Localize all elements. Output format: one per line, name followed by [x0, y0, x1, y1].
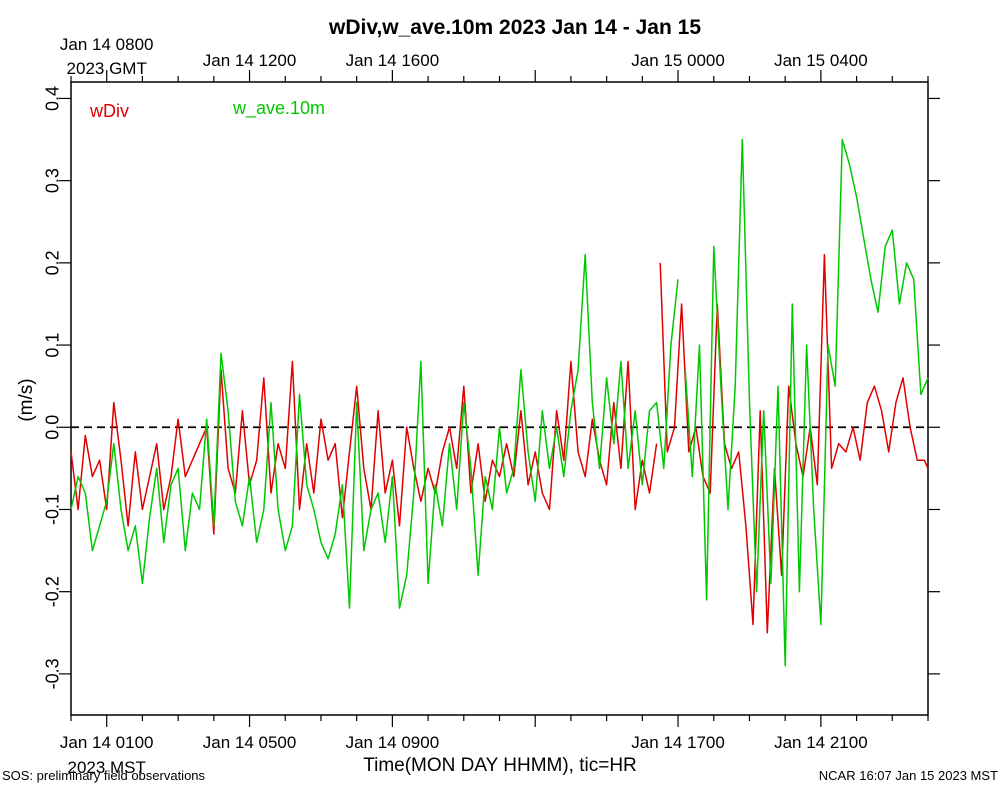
axis-ticks [59, 70, 940, 727]
y-tick-label: -0.3 [43, 658, 63, 689]
y-tick-label: 0.4 [43, 86, 63, 111]
y-tick-label: 0.1 [43, 333, 63, 358]
top-axis-label: Jan 15 0400 [774, 51, 868, 70]
y-tick-label: 0.0 [43, 415, 63, 440]
bottom-axis-label: Jan 14 0500 [203, 733, 297, 752]
series-line-wdiv [659, 253, 929, 634]
top-axis-label: Jan 14 1600 [346, 51, 440, 70]
bottom-axis-label: Jan 14 0100 [60, 733, 154, 752]
y-axis-label: (m/s) [16, 378, 37, 421]
top-axis-sublabel: 2023 GMT [67, 59, 147, 78]
top-axis-label: Jan 14 0800 [60, 35, 154, 54]
bottom-axis-label: Jan 14 2100 [774, 733, 868, 752]
plot-frame [70, 81, 929, 716]
bottom-axis-sublabel: 2023 MST [67, 758, 145, 777]
x-axis-label: Time(MON DAY HHMM), tic=HR [363, 755, 637, 776]
footer-note: SOS: preliminary field observations [2, 768, 206, 783]
y-tick-label: -0.2 [43, 576, 63, 607]
top-axis-label: Jan 14 1200 [203, 51, 297, 70]
legend-w-ave-10m: w_ave.10m [232, 98, 325, 119]
y-tick-labels: -0.3 -0.2 -0.1 0.0 0.1 0.2 0.3 0.4 [43, 86, 63, 689]
bottom-axis-label: Jan 14 1700 [631, 733, 725, 752]
series-line-wdiv [70, 360, 658, 535]
y-tick-label: -0.1 [43, 494, 63, 525]
series-line-w-ave-10m [70, 253, 679, 609]
bottom-axis-labels: Jan 14 0100 2023 MST Jan 14 0500 Jan 14 090… [60, 733, 868, 777]
series-line-w-ave-10m [684, 138, 929, 667]
top-axis-label: Jan 15 0000 [631, 51, 725, 70]
chart-title: wDiv,w_ave.10m 2023 Jan 14 - Jan 15 [328, 16, 701, 39]
footer-timestamp: NCAR 16:07 Jan 15 2023 MST [818, 768, 998, 783]
series-layer [70, 138, 929, 667]
bottom-axis-label: Jan 14 0900 [346, 733, 440, 752]
y-tick-label: 0.2 [43, 250, 63, 275]
y-tick-label: 0.3 [43, 168, 63, 193]
top-axis-labels: Jan 14 0800 2023 GMT Jan 14 1200 Jan 14 160… [60, 35, 868, 78]
legend-wdiv: wDiv [89, 101, 129, 121]
